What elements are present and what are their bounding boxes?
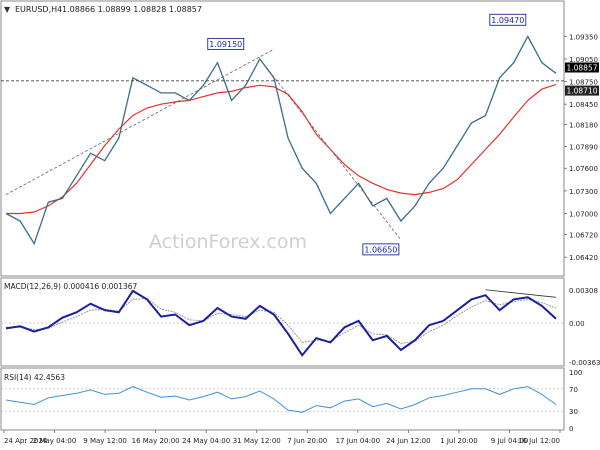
x-tick-label: 16 Jul 12:00 — [518, 437, 560, 445]
macd-y-tick-label: -0.00363 — [569, 359, 600, 367]
price-y-tick-label: 1.07000 — [569, 210, 598, 218]
x-tick-label: 7 Jun 20:00 — [287, 437, 327, 445]
macd-y-tick-label: 0.00 — [569, 320, 585, 328]
macd-line — [5, 289, 557, 357]
swing-label-text: 1.06650 — [364, 245, 397, 254]
macd-y-tick-label: 0.00308 — [569, 287, 598, 295]
macd-title: MACD(12,26,9) 0.000416 0.001367 — [4, 282, 138, 291]
x-tick-label: 24 Apr 2024 — [4, 437, 48, 445]
x-tick-label: 24 Jun 12:00 — [386, 437, 430, 445]
price-y-tick-label: 1.08180 — [569, 122, 598, 130]
x-tick-label: 17 Jun 04:00 — [336, 437, 380, 445]
rsi-panel-frame — [0, 367, 565, 431]
trendline-falling — [259, 58, 402, 241]
price-tag-box — [565, 85, 599, 96]
header-symbol: EURUSD,H4 — [15, 5, 62, 14]
watermark: ActionForex.com — [149, 231, 307, 253]
price-panel-frame — [0, 0, 565, 277]
price-y-tick-label: 1.07300 — [569, 188, 598, 196]
x-tick-label: 1 Jul 20:00 — [440, 437, 478, 445]
macd-panel-frame — [0, 277, 565, 367]
swing-label-text: 1.09150 — [209, 40, 242, 49]
swing-label-box — [362, 243, 400, 256]
price-y-tick-label: 1.08750 — [569, 79, 598, 87]
price-y-tick-label: 1.06720 — [569, 232, 598, 240]
rsi-line — [5, 386, 557, 413]
price-y-tick-label: 1.09350 — [569, 33, 598, 41]
macd-layer — [1, 289, 564, 357]
price-y-tick-label: 1.09050 — [569, 56, 598, 64]
price-layer: 1.09150 1.06650 1.09470 1.08857 1.08710 — [1, 13, 599, 256]
price-tag-text: 1.08710 — [566, 87, 597, 96]
moving-average-line — [6, 84, 557, 215]
macd-divergence-line — [485, 289, 557, 298]
price-line — [5, 35, 557, 246]
swing-label-text: 1.09470 — [491, 16, 524, 25]
rsi-y-tick-label: 70 — [569, 386, 578, 394]
x-tick-label: 9 Jul 04:00 — [491, 437, 529, 445]
price-y-tick-label: 1.07890 — [569, 143, 598, 151]
x-tick-label: 31 May 12:00 — [233, 437, 281, 445]
header-arrow: ▼ — [4, 5, 11, 14]
rsi-layer — [1, 386, 564, 413]
price-y-tick-label: 1.08450 — [569, 101, 598, 109]
swing-label-box — [489, 13, 527, 26]
price-tag-box — [565, 62, 599, 73]
x-tick-label: 24 May 04:00 — [182, 437, 230, 445]
x-tick-label: 2 May 04:00 — [33, 437, 77, 445]
price-y-tick-label: 1.07600 — [569, 165, 598, 173]
axis-layer: 1.09350 1.09050 1.08750 1.08450 1.08180 1.078… — [3, 33, 600, 445]
macd-signal-line — [6, 297, 557, 344]
price-tag-text: 1.08857 — [566, 64, 597, 73]
x-tick-label: 9 May 12:00 — [83, 437, 127, 445]
rsi-title: RSI(14) 42.4563 — [4, 373, 65, 382]
price-y-tick-label: 1.06420 — [569, 254, 598, 262]
rsi-y-tick-label: 0 — [569, 425, 573, 433]
swing-label-box — [207, 37, 245, 50]
trendline-rising — [5, 48, 275, 195]
rsi-y-tick-label: 30 — [569, 408, 578, 416]
header-ohlc: 1.08866 1.08899 1.08828 1.08857 — [62, 5, 202, 14]
rsi-y-tick-label: 100 — [569, 369, 582, 377]
x-tick-label: 16 May 20:00 — [132, 437, 180, 445]
